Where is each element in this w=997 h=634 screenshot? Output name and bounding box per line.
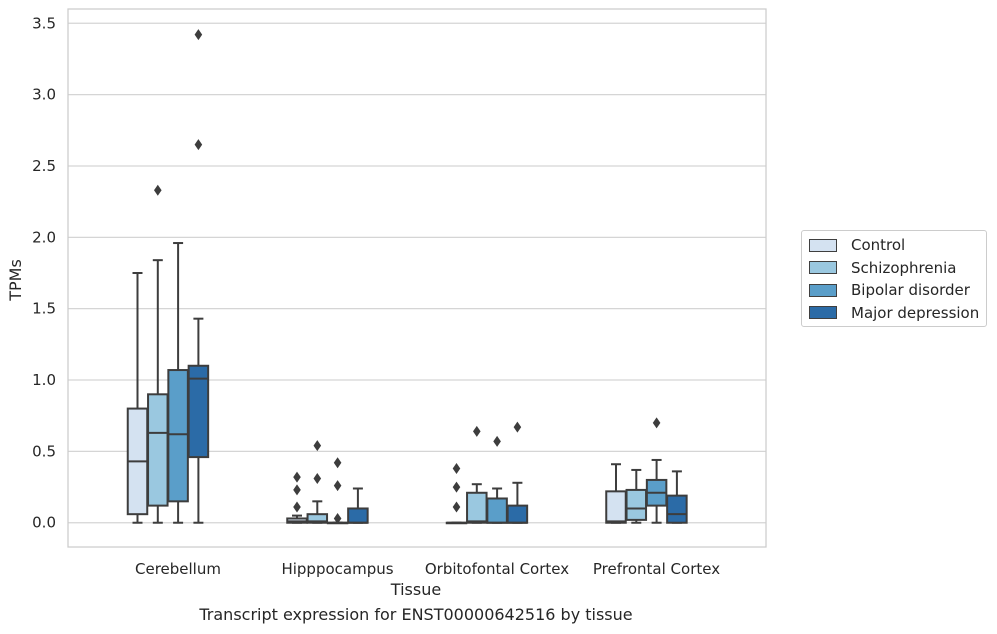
y-tick-label: 0.0	[32, 514, 56, 532]
outlier-point	[154, 184, 162, 196]
box-series-layer	[126, 29, 688, 525]
y-tick-label: 3.5	[32, 14, 56, 32]
x-tick-label: Hipppocampus	[281, 560, 393, 578]
outlier-point	[452, 463, 461, 475]
outlier-point	[652, 417, 661, 429]
box-group	[147, 184, 169, 524]
outlier-point	[293, 484, 301, 496]
box-group	[625, 468, 648, 524]
x-tick-label: Cerebellum	[135, 560, 221, 578]
outlier-point	[333, 512, 342, 524]
x-tick-label: Prefrontal Cortex	[593, 560, 720, 578]
legend-item-major-depression: Major depression	[809, 302, 986, 325]
y-tick-label: 3.0	[32, 86, 56, 104]
box-group	[126, 272, 149, 524]
legend-label-schizophrenia: Schizophrenia	[851, 258, 957, 277]
legend-label-bipolar-disorder: Bipolar disorder	[851, 281, 970, 300]
x-tick-label: Orbitofontal Cortex	[425, 560, 569, 578]
box-group	[486, 435, 508, 524]
box-iqr	[167, 369, 189, 503]
box-group	[666, 470, 688, 524]
box-iqr	[347, 507, 369, 524]
outlier-point	[293, 501, 301, 513]
legend-swatch-control	[809, 238, 837, 252]
y-tick-label: 0.5	[32, 442, 56, 460]
legend-swatch-schizophrenia	[809, 261, 837, 275]
outlier-point	[194, 139, 203, 151]
box-group	[306, 440, 329, 524]
outlier-point	[313, 473, 322, 485]
box-group	[326, 457, 349, 525]
box-iqr	[506, 504, 529, 524]
box-iqr	[486, 497, 508, 524]
box-group	[605, 463, 627, 524]
box-group	[645, 417, 668, 524]
legend-swatch-major-depression	[809, 306, 837, 320]
box-group	[347, 487, 369, 524]
outlier-point	[333, 457, 342, 469]
box-group	[466, 425, 488, 524]
box-group	[445, 463, 468, 525]
legend-swatch-bipolar-disorder	[809, 283, 837, 297]
y-tick-label: 1.5	[32, 300, 56, 318]
y-tick-label: 2.5	[32, 157, 56, 175]
y-tick-label: 2.0	[32, 228, 56, 246]
chart-caption: Transcript expression for ENST0000064251…	[199, 605, 633, 624]
outlier-point	[452, 501, 461, 513]
box-iqr	[466, 491, 488, 524]
y-axis-label: TPMs	[6, 259, 25, 302]
outlier-point	[473, 425, 481, 437]
box-iqr	[187, 364, 210, 459]
outlier-point	[493, 435, 501, 447]
outlier-point	[194, 29, 203, 41]
legend-label-major-depression: Major depression	[851, 303, 980, 322]
box-iqr	[147, 393, 169, 507]
box-group	[167, 242, 189, 524]
legend-label-control: Control	[851, 236, 906, 255]
box-group	[286, 471, 308, 524]
tick-labels: 0.0 0.5 1.0 1.5 2.0 2.5 3.0 3.5 Cerebellum Hipppo…	[32, 14, 720, 578]
box-iqr	[625, 488, 648, 521]
y-tick-label: 1.0	[32, 371, 56, 389]
box-iqr	[306, 513, 329, 524]
outlier-point	[333, 480, 342, 492]
outlier-point	[313, 440, 322, 452]
outlier-point	[513, 421, 522, 433]
plot-frame	[67, 8, 767, 548]
box-iqr	[666, 494, 688, 524]
box-group	[187, 29, 210, 524]
legend-item-control: Control	[809, 234, 986, 257]
outlier-point	[293, 471, 301, 483]
box-iqr	[605, 490, 627, 524]
legend-item-schizophrenia: Schizophrenia	[809, 257, 986, 280]
legend: Control Schizophrenia Bipolar disorder M…	[801, 230, 987, 327]
outlier-point	[452, 481, 461, 493]
legend-item-bipolar-disorder: Bipolar disorder	[809, 279, 986, 302]
box-group	[506, 421, 529, 524]
x-axis-label: Tissue	[390, 580, 441, 599]
